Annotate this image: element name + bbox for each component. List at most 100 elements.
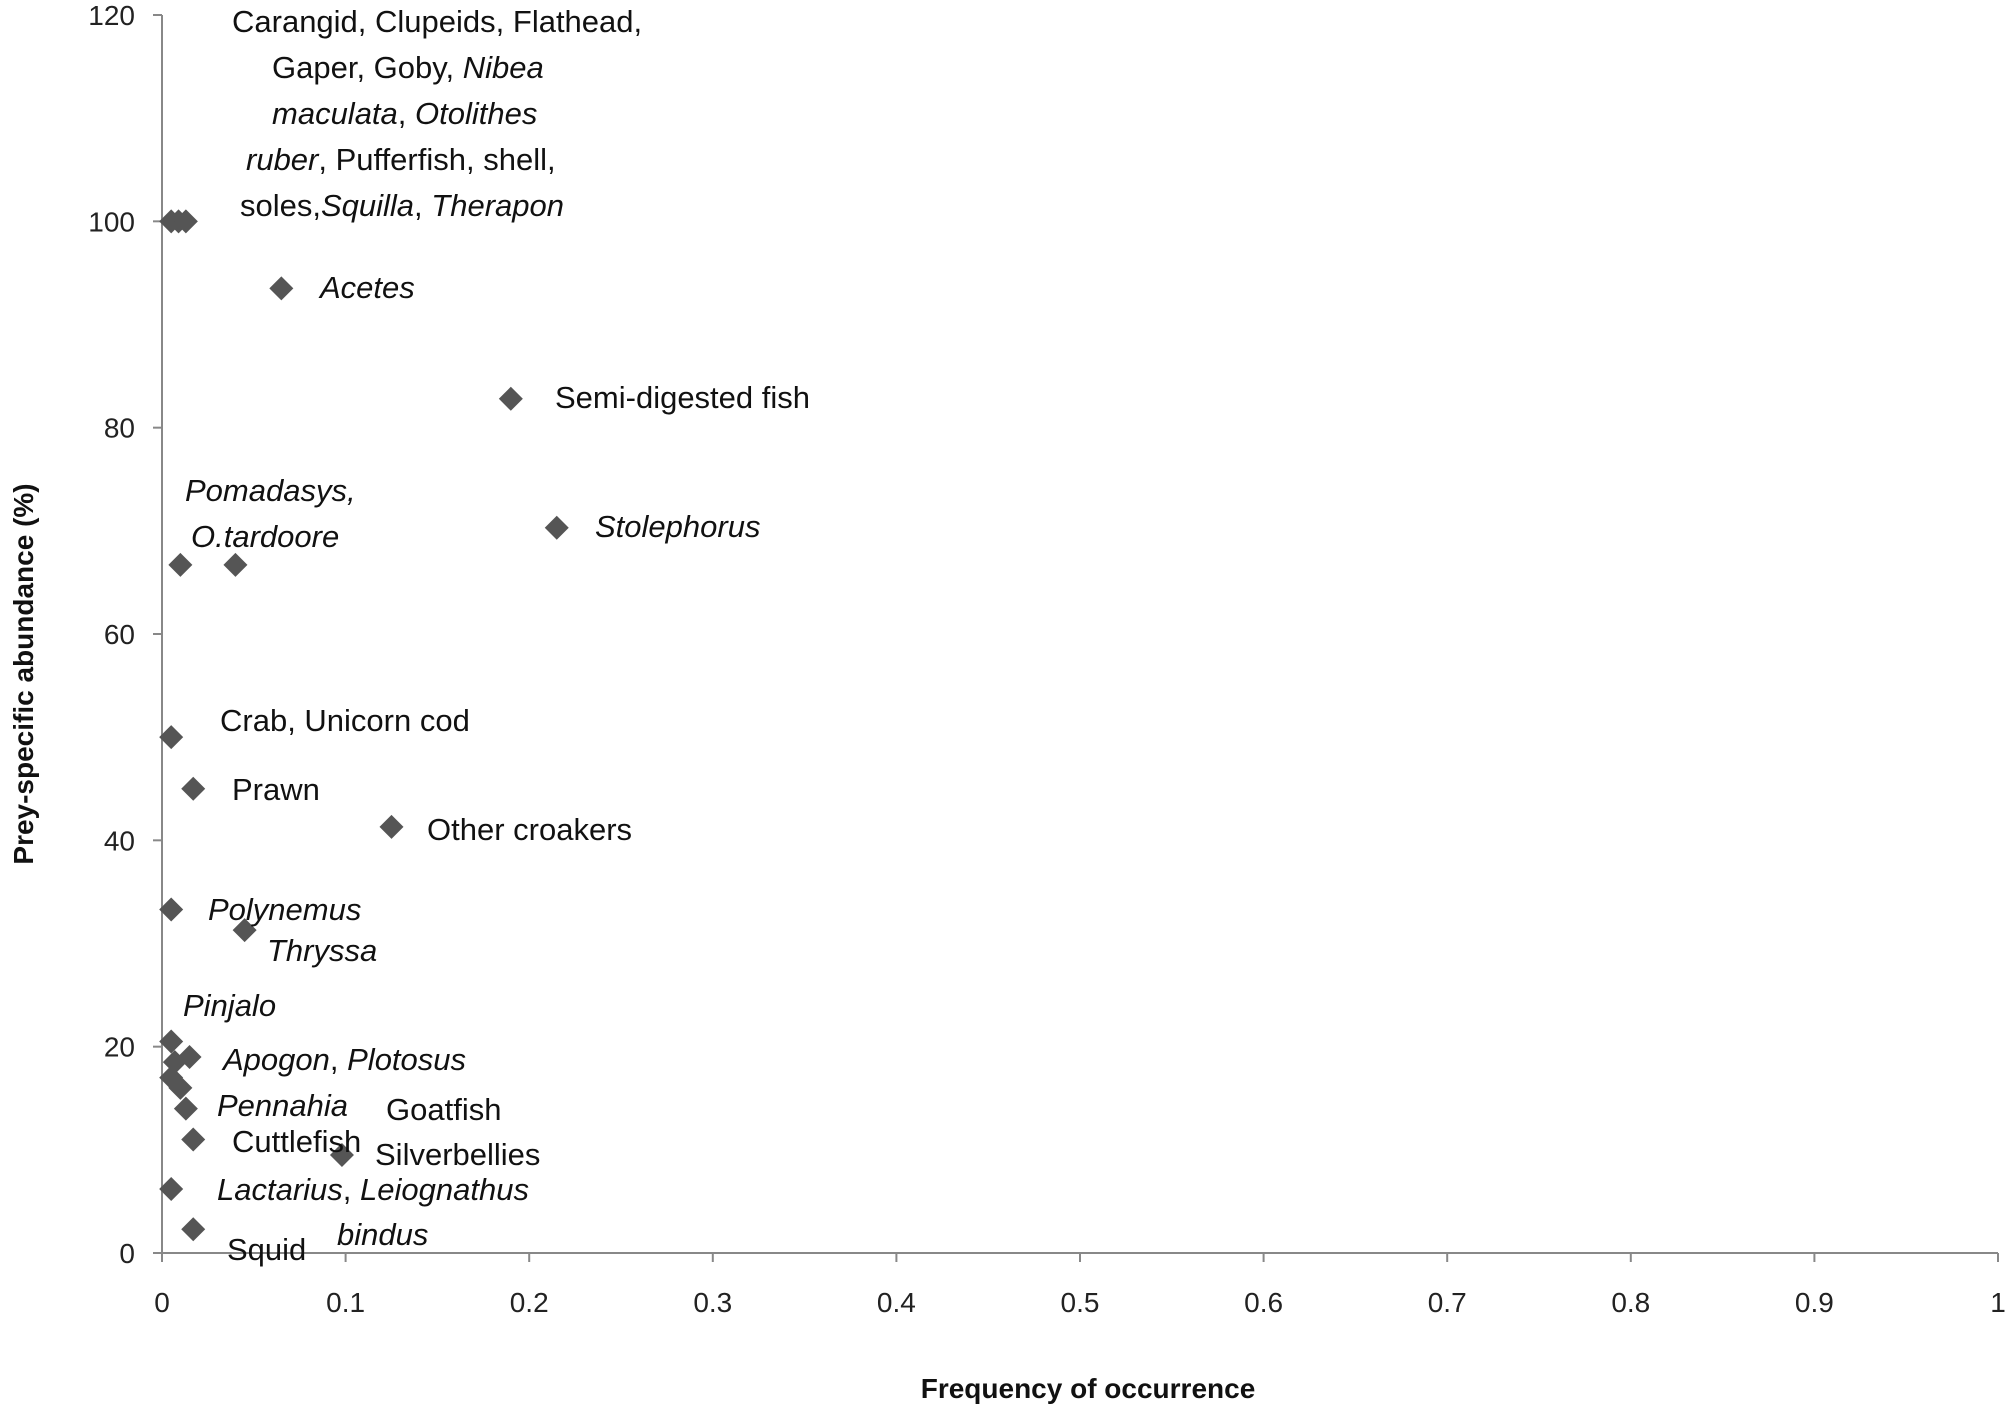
point-label: Polynemus: [208, 892, 361, 927]
point-label-text: Otolithes: [415, 96, 537, 131]
data-point: [498, 386, 523, 411]
y-tick-label: 60: [104, 619, 135, 650]
x-tick-label: 0.1: [326, 1287, 365, 1318]
y-axis-title: Prey-specific abundance (%): [8, 483, 39, 864]
point-label-line: Other croakers: [427, 812, 632, 847]
x-axis-title: Frequency of occurrence: [921, 1373, 1256, 1404]
point-label: bindus: [337, 1217, 428, 1252]
data-point: [223, 552, 248, 577]
x-tick-label: 0.7: [1428, 1287, 1467, 1318]
data-point: [269, 276, 294, 301]
point-label-line: bindus: [337, 1217, 428, 1252]
y-tick-label: 0: [119, 1238, 135, 1269]
data-point: [168, 552, 193, 577]
data-point: [544, 515, 569, 540]
data-point: [232, 918, 257, 943]
data-point: [168, 1075, 193, 1100]
point-label: Squid: [227, 1232, 306, 1267]
point-label-text: Semi-digested fish: [555, 380, 810, 415]
point-label-text: Pinjalo: [183, 988, 276, 1023]
point-label-text: Goatfish: [386, 1092, 501, 1127]
point-label-line: Pinjalo: [183, 988, 276, 1023]
x-tick-label: 0.8: [1611, 1287, 1650, 1318]
y-tick-label: 100: [88, 206, 135, 237]
point-label-text: Other croakers: [427, 812, 632, 847]
point-label-line: Silverbellies: [375, 1137, 540, 1172]
point-label: Semi-digested fish: [555, 380, 810, 415]
data-point: [181, 1127, 206, 1152]
point-label: Lactarius, Leiognathus: [217, 1172, 529, 1207]
point-label-text: Leiognathus: [360, 1172, 529, 1207]
point-label: Goatfish: [386, 1092, 501, 1127]
point-label-text: Prawn: [232, 772, 320, 807]
point-label: Thryssa: [267, 933, 377, 968]
point-label-line: Lactarius, Leiognathus: [217, 1172, 529, 1207]
point-label-text: Gaper, Goby,: [272, 50, 463, 85]
data-point: [379, 814, 404, 839]
data-point: [159, 725, 184, 750]
point-label-text: ruber: [246, 142, 320, 177]
point-label-text: Squid: [227, 1232, 306, 1267]
point-label: Acetes: [318, 270, 415, 305]
data-point: [181, 1217, 206, 1242]
point-label-line: Thryssa: [267, 933, 377, 968]
data-point: [159, 1029, 184, 1054]
y-ticks: 0 20 40 60 80 100 120: [88, 0, 162, 1269]
point-label-line: maculata, Otolithes: [272, 96, 537, 131]
data-point: [173, 209, 198, 234]
point-label-line: Semi-digested fish: [555, 380, 810, 415]
point-label-line: ruber, Pufferfish, shell,: [246, 142, 556, 177]
point-label-line: Acetes: [318, 270, 415, 305]
point-label-line: Stolephorus: [595, 509, 760, 544]
point-label-line: Apogon, Plotosus: [221, 1042, 466, 1077]
point-label-line: Crab, Unicorn cod: [220, 703, 470, 738]
point-label-text: Squilla: [321, 188, 414, 223]
point-label-text: Cuttlefish: [232, 1124, 361, 1159]
point-label-text: Polynemus: [208, 892, 361, 927]
point-label: Cuttlefish: [232, 1124, 361, 1159]
data-point: [181, 776, 206, 801]
x-tick-label: 1: [1990, 1287, 2006, 1318]
point-label: Prawn: [232, 772, 320, 807]
point-label: Stolephorus: [595, 509, 760, 544]
point-label-text: ,: [330, 1042, 347, 1077]
point-label-text: Silverbellies: [375, 1137, 540, 1172]
point-label-line: Prawn: [232, 772, 320, 807]
point-label-text: ,: [414, 188, 431, 223]
point-label: Pomadasys, O.tardoore: [185, 473, 356, 554]
data-point: [159, 1177, 184, 1202]
point-label-line: Squid: [227, 1232, 306, 1267]
point-label: Apogon, Plotosus: [221, 1042, 466, 1077]
point-label: Crab, Unicorn cod: [220, 703, 470, 738]
point-label-text: Nibea: [463, 50, 544, 85]
point-label: Other croakers: [427, 812, 632, 847]
point-label-text: Apogon: [221, 1042, 330, 1077]
point-label-text: Pennahia: [217, 1088, 348, 1123]
point-label-text: Therapon: [431, 188, 564, 223]
y-tick-label: 20: [104, 1032, 135, 1063]
point-label: Carangid, Clupeids, Flathead, Gaper, Goby…: [232, 4, 642, 223]
y-tick-label: 80: [104, 413, 135, 444]
point-label-text: Crab, Unicorn cod: [220, 703, 470, 738]
x-ticks: 0 0.1 0.2 0.3 0.4 0.5 0.6 0.7 0.8 0.9 1: [154, 1253, 2006, 1318]
point-label-text: Lactarius: [217, 1172, 343, 1207]
x-tick-label: 0.4: [877, 1287, 916, 1318]
x-tick-label: 0.2: [510, 1287, 549, 1318]
point-label: Silverbellies: [375, 1137, 540, 1172]
point-label-text: bindus: [337, 1217, 428, 1252]
point-label-line: Carangid, Clupeids, Flathead,: [232, 4, 642, 39]
x-tick-label: 0: [154, 1287, 170, 1318]
point-label-text: maculata: [272, 96, 398, 131]
point-label-line: Polynemus: [208, 892, 361, 927]
y-tick-label: 120: [88, 0, 135, 31]
data-point: [329, 1142, 354, 1167]
point-label-text: Carangid, Clupeids, Flathead,: [232, 4, 642, 39]
point-label-line: O.tardoore: [191, 519, 339, 554]
x-tick-label: 0.5: [1061, 1287, 1100, 1318]
x-tick-label: 0.9: [1795, 1287, 1834, 1318]
data-points: [159, 209, 569, 1242]
point-label-line: Gaper, Goby, Nibea: [272, 50, 544, 85]
point-label-text: O.tardoore: [191, 519, 339, 554]
point-label-line: Goatfish: [386, 1092, 501, 1127]
